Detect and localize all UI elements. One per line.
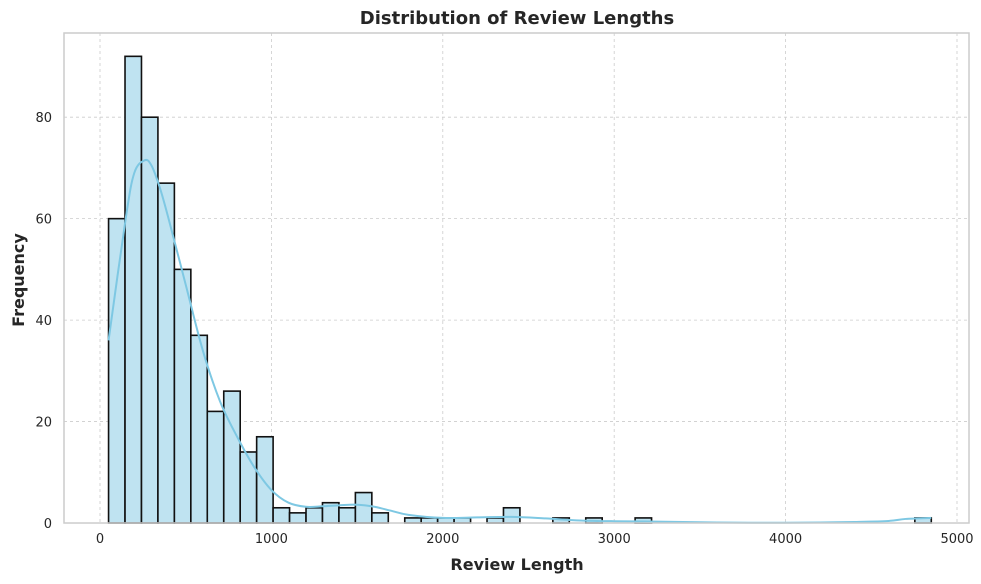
histogram-bar <box>255 435 274 524</box>
bars-layer <box>107 55 933 524</box>
x-tick-label: 0 <box>96 532 104 547</box>
histogram-bar <box>502 506 521 524</box>
histogram-bar <box>403 517 423 524</box>
histogram-bar <box>173 268 192 524</box>
y-tick-label: 0 <box>44 517 52 532</box>
histogram-bar <box>486 517 505 524</box>
histogram-bar <box>272 506 291 524</box>
histogram-bar <box>222 390 242 524</box>
histogram-bar <box>124 55 143 524</box>
y-tick-label: 20 <box>35 416 52 431</box>
y-tick-label: 80 <box>35 111 52 126</box>
histogram-bar <box>206 410 225 524</box>
x-tick-label: 2000 <box>426 532 459 547</box>
y-tick-label: 40 <box>35 314 52 329</box>
histogram-bar <box>420 517 439 524</box>
chart-title: Distribution of Review Lengths <box>360 8 674 29</box>
x-tick-label: 3000 <box>598 532 631 547</box>
y-axis-label: Frequency <box>9 233 28 327</box>
histogram-bar <box>305 506 324 524</box>
x-tick-label: 1000 <box>255 532 288 547</box>
histogram-bar <box>190 334 209 524</box>
plot-frame <box>63 32 970 524</box>
histogram-bar <box>288 512 307 524</box>
x-axis-label: Review Length <box>450 555 583 574</box>
ticks-layer: 0 1000 2000 3000 4000 5000 0 20 40 60 80 <box>35 111 973 547</box>
histogram-bar <box>140 116 159 524</box>
histogram-bar <box>239 451 258 524</box>
x-tick-label: 5000 <box>940 532 973 547</box>
y-tick-label: 60 <box>35 213 52 228</box>
histogram-bar <box>107 217 126 524</box>
histogram-bar <box>354 491 373 524</box>
histogram-bar <box>371 512 390 524</box>
x-tick-label: 4000 <box>769 532 802 547</box>
histogram-bar <box>338 506 357 524</box>
